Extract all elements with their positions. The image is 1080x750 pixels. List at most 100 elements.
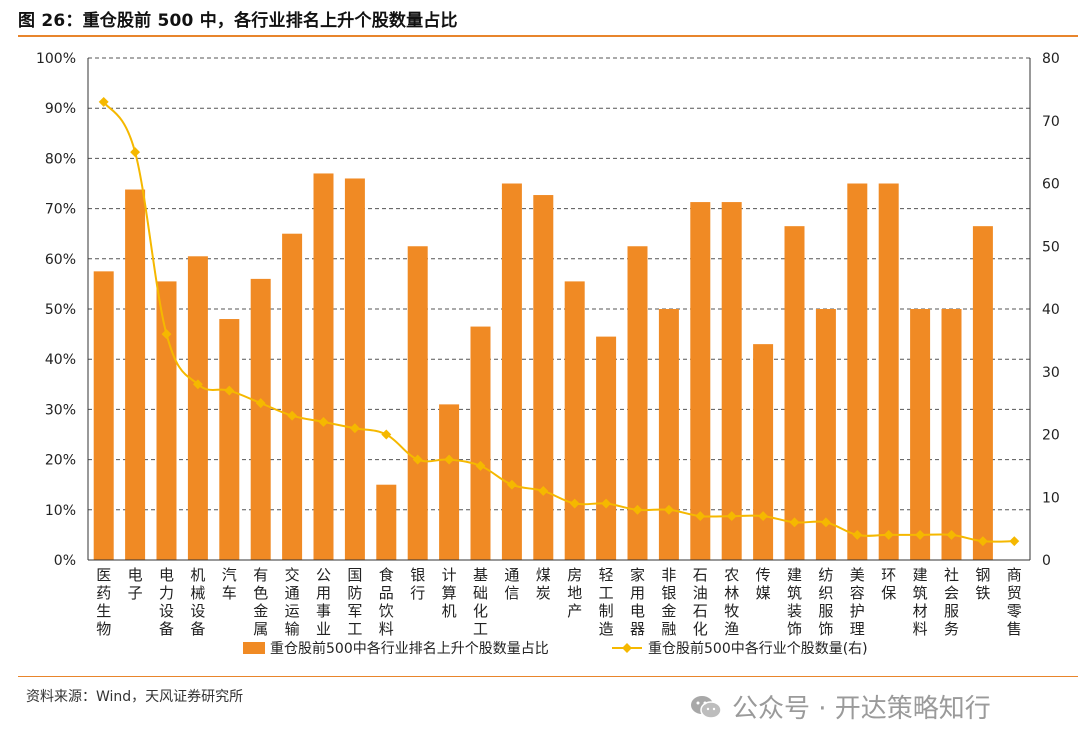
line-point	[255, 398, 266, 409]
line-point	[444, 454, 455, 465]
line-point	[601, 498, 612, 509]
bar	[878, 183, 899, 560]
x-category-label: 医药生物	[96, 566, 111, 638]
line-point	[820, 517, 831, 528]
y-right-tick-label: 50	[1042, 239, 1060, 255]
top-rule	[18, 35, 1078, 37]
bar	[564, 281, 585, 560]
x-category-label: 传媒	[756, 566, 771, 602]
legend-bar-swatch	[243, 642, 265, 654]
bar	[721, 202, 742, 560]
line-point	[663, 504, 674, 515]
legend-bar-label: 重仓股前500中各行业排名上升个股数量占比	[270, 640, 549, 657]
bar	[313, 173, 334, 560]
source-note: 资料来源：Wind，天风证券研究所	[26, 689, 244, 705]
line-point	[915, 529, 926, 540]
y-left-tick-label: 0%	[54, 553, 76, 569]
line-point	[695, 511, 706, 522]
bar	[250, 278, 271, 560]
line-point	[538, 486, 549, 496]
y-right-tick-label: 40	[1042, 302, 1060, 318]
grid-lines	[88, 57, 1030, 511]
bar	[972, 226, 993, 561]
y-right-tick-label: 60	[1042, 177, 1060, 193]
y-right-tick-label: 30	[1042, 365, 1060, 381]
line-point	[349, 423, 360, 434]
chart: 0% 10% 20% 30% 40% 50% 60% 70% 80% 90% 100% 0 10 20 30…	[36, 51, 1060, 657]
line-series	[98, 96, 1020, 547]
y-left-tick-label: 20%	[45, 453, 76, 469]
x-category-label: 石油石化	[693, 566, 708, 638]
x-category-label: 纺织服饰	[818, 566, 833, 638]
x-category-label: 汽车	[222, 566, 237, 602]
x-category-label: 电子	[128, 566, 143, 602]
x-category-label: 通信	[504, 566, 519, 602]
x-category-label: 钢铁	[975, 566, 990, 602]
x-category-label: 农林牧渔	[724, 566, 739, 638]
y-left-tick-label: 30%	[45, 402, 76, 418]
x-category-label: 建筑装饰	[787, 566, 802, 638]
bar	[376, 484, 397, 560]
line-point	[789, 517, 800, 528]
line-point	[977, 536, 988, 547]
line-path	[102, 101, 1015, 543]
line-point	[946, 529, 957, 540]
line-point	[224, 385, 235, 396]
x-category-label: 食品饮料	[379, 566, 394, 638]
x-category-label: 银行	[410, 566, 425, 602]
bottom-rule	[18, 676, 1078, 677]
x-category-label: 国防军工	[347, 566, 362, 638]
x-category-label: 公用事业	[316, 566, 331, 638]
x-category-label: 家用电器	[630, 566, 645, 638]
y-right-tick-label: 10	[1042, 490, 1060, 506]
legend-line-marker	[622, 643, 632, 653]
line-point	[883, 529, 894, 540]
line-point	[192, 379, 203, 390]
x-category-label: 煤炭	[536, 566, 551, 602]
line-point	[130, 147, 141, 158]
line-point	[475, 460, 486, 471]
y-right-tick-label: 20	[1042, 428, 1060, 444]
wechat-icon	[691, 695, 722, 719]
watermark-text: 公众号 · 开达策略知行	[732, 694, 991, 724]
line-point	[758, 511, 769, 522]
watermark: 公众号 · 开达策略知行	[690, 688, 991, 725]
line-point	[98, 96, 109, 107]
bar	[93, 271, 114, 560]
line-point	[632, 504, 643, 515]
line-point	[569, 498, 580, 509]
bar	[470, 326, 491, 560]
bar	[125, 189, 146, 561]
x-category-label: 非银金融	[661, 566, 676, 638]
bar	[282, 233, 303, 560]
bar	[219, 319, 240, 560]
labels: 0% 10% 20% 30% 40% 50% 60% 70% 80% 90% 100% 0 10 20 30…	[36, 51, 1060, 638]
y-left-tick-label: 50%	[45, 302, 76, 318]
bar	[690, 202, 711, 560]
y-left-tick-label: 90%	[45, 101, 76, 117]
y-left-tick-label: 40%	[45, 352, 76, 368]
line-point	[852, 529, 863, 540]
x-category-label: 计算机	[442, 566, 457, 620]
bar	[847, 183, 868, 560]
line-point	[412, 454, 423, 465]
line-point	[287, 410, 298, 421]
x-category-label: 机械设备	[190, 566, 205, 638]
line-point	[318, 417, 329, 427]
y-left-tick-label: 70%	[45, 202, 76, 218]
bar	[753, 344, 774, 560]
x-category-label: 商贸零售	[1007, 566, 1022, 638]
bar	[439, 404, 460, 560]
legend: 重仓股前500中各行业排名上升个股数量占比 重仓股前500中各行业个股数量(右)	[243, 640, 868, 657]
bar	[941, 309, 962, 560]
bar	[407, 246, 428, 560]
figure-title: 图 26：重仓股前 500 中，各行业排名上升个股数量占比	[18, 11, 458, 31]
y-left-tick-label: 80%	[45, 151, 76, 167]
legend-line-label: 重仓股前500中各行业个股数量(右)	[648, 640, 868, 657]
bar	[815, 309, 836, 560]
bar	[156, 281, 177, 560]
line-point	[161, 329, 172, 340]
line-point	[726, 511, 737, 522]
y-right-tick-label: 70	[1042, 114, 1060, 130]
bar	[533, 195, 554, 560]
